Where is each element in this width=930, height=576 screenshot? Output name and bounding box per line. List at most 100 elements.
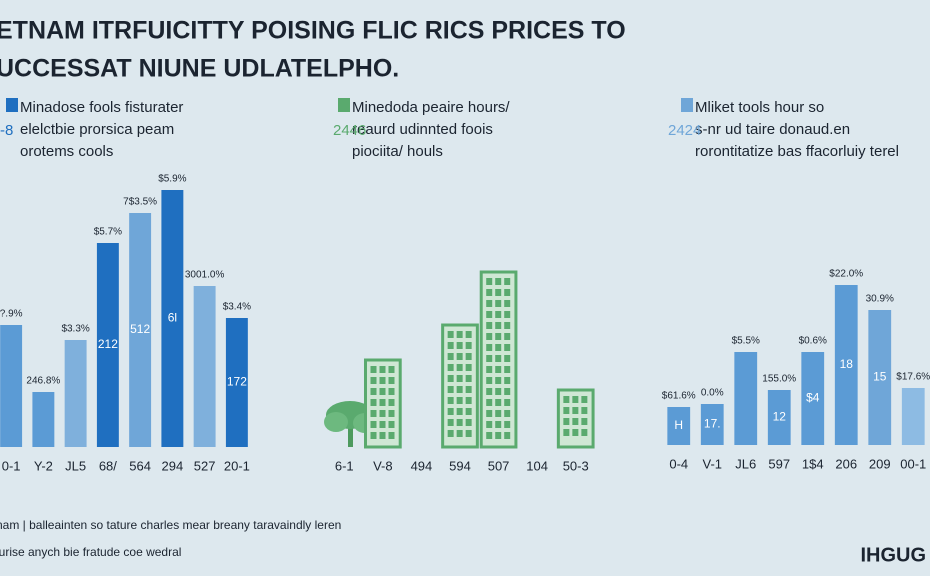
window xyxy=(447,364,454,371)
window xyxy=(486,377,493,384)
legend-text: Minedoda peaire hours/ xyxy=(352,99,510,116)
window xyxy=(379,410,386,417)
window xyxy=(504,311,511,318)
window xyxy=(495,344,502,351)
bar xyxy=(767,390,791,445)
window xyxy=(495,333,502,340)
window xyxy=(504,432,511,439)
x-tick-label: 20-1 xyxy=(224,458,250,473)
window xyxy=(447,386,454,393)
bar xyxy=(96,243,119,447)
window xyxy=(504,399,511,406)
x-tick-label: 564 xyxy=(129,458,151,473)
window xyxy=(456,386,463,393)
window xyxy=(486,421,493,428)
bar xyxy=(32,392,55,447)
window xyxy=(456,342,463,349)
window xyxy=(495,289,502,296)
window xyxy=(447,375,454,382)
bar xyxy=(193,286,216,447)
legend-text: rorontitatize bas ffacorluiy terel xyxy=(695,143,899,160)
value-label: 0.0% xyxy=(701,388,724,399)
legend-text: elelctbie prorsica peam xyxy=(20,121,174,138)
window xyxy=(456,430,463,437)
window xyxy=(379,421,386,428)
value-label: 3001.0% xyxy=(185,270,225,281)
x-tick-label: JL5 xyxy=(65,458,86,473)
window xyxy=(486,388,493,395)
bar-inner-label: 17. xyxy=(704,417,721,431)
window xyxy=(504,333,511,340)
window xyxy=(486,322,493,329)
window xyxy=(456,397,463,404)
window xyxy=(572,429,579,436)
legend-swatch xyxy=(681,98,693,112)
window xyxy=(486,300,493,307)
window xyxy=(465,353,472,360)
bar-inner-label: 6l xyxy=(168,311,177,325)
window xyxy=(486,410,493,417)
x-tick-label: 0-1 xyxy=(2,458,21,473)
window xyxy=(495,278,502,285)
legend-text: s-nr ud taire donaud.en xyxy=(695,121,850,138)
window xyxy=(504,421,511,428)
x-tick-label: 50-3 xyxy=(563,458,589,473)
bar xyxy=(834,285,858,445)
value-label: 246.8% xyxy=(26,376,60,387)
window xyxy=(572,396,579,403)
window xyxy=(486,366,493,373)
window xyxy=(486,344,493,351)
value-label: $61.6% xyxy=(662,391,696,402)
legend-text: reaurd udinnted foois xyxy=(352,121,493,138)
window xyxy=(465,375,472,382)
window xyxy=(456,331,463,338)
legend-number: 2446 xyxy=(333,122,366,139)
value-label: $3.3% xyxy=(61,324,89,335)
window xyxy=(447,342,454,349)
value-label: $0.6% xyxy=(799,336,827,347)
window xyxy=(447,430,454,437)
window xyxy=(504,278,511,285)
window xyxy=(370,399,377,406)
legend-text: piociita/ houls xyxy=(352,143,443,160)
window xyxy=(495,432,502,439)
legend-text: Mliket tools hour so xyxy=(695,99,824,116)
brand: IHGUG xyxy=(860,544,926,566)
bar xyxy=(0,325,23,447)
x-tick-label: 494 xyxy=(411,458,433,473)
window xyxy=(504,377,511,384)
x-tick-label: 206 xyxy=(835,456,857,471)
window xyxy=(388,399,395,406)
bar-inner-label: 15 xyxy=(873,370,887,384)
bar-inner-label: 212 xyxy=(98,337,118,351)
window xyxy=(370,377,377,384)
bar xyxy=(225,318,248,447)
window xyxy=(504,366,511,373)
legend-swatch xyxy=(6,98,18,112)
window xyxy=(370,421,377,428)
window xyxy=(447,353,454,360)
window xyxy=(465,386,472,393)
tree xyxy=(324,401,377,447)
title-line: UCCESSAT NIUNE UDLATELPHO. xyxy=(0,55,399,83)
x-tick-label: Y-2 xyxy=(34,458,53,473)
window xyxy=(581,396,588,403)
bar-inner-label: 172 xyxy=(227,375,247,389)
x-tick-label: V-8 xyxy=(373,458,393,473)
value-label: 30.9% xyxy=(866,294,894,305)
window xyxy=(486,289,493,296)
x-tick-label: 104 xyxy=(526,458,548,473)
window xyxy=(456,419,463,426)
window xyxy=(465,408,472,415)
window xyxy=(495,355,502,362)
x-tick-label: 527 xyxy=(194,458,216,473)
bar xyxy=(901,388,925,445)
bar xyxy=(801,352,825,445)
window xyxy=(447,419,454,426)
bar xyxy=(161,190,184,447)
bar xyxy=(129,213,152,447)
value-label: 155.0% xyxy=(762,374,796,385)
x-tick-label: 594 xyxy=(449,458,471,473)
